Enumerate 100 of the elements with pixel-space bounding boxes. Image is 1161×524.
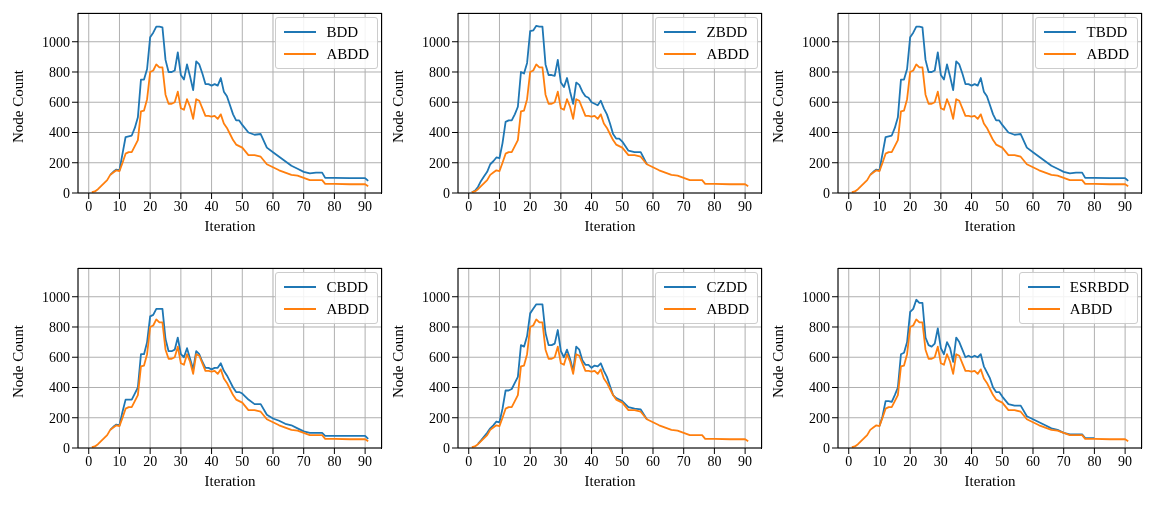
x-tick-label: 10 (872, 453, 887, 469)
x-tick-label: 20 (523, 453, 538, 469)
legend-label: ABDD (326, 300, 369, 319)
x-tick-label: 20 (523, 198, 538, 214)
x-tick-label: 60 (265, 453, 280, 469)
y-tick-label: 600 (49, 95, 70, 111)
x-tick-label: 70 (676, 453, 691, 469)
x-tick-label: 70 (1056, 198, 1071, 214)
x-axis-title: Iteration (964, 473, 1016, 489)
x-tick-label: 0 (465, 198, 473, 214)
y-tick-label: 200 (809, 155, 830, 171)
line-series (470, 318, 750, 448)
x-tick-label: 50 (235, 198, 250, 214)
x-tick-label: 10 (492, 453, 507, 469)
x-tick-label: 50 (615, 198, 630, 214)
y-axis-title: Node Count (770, 69, 787, 143)
y-tick-label: 600 (49, 350, 70, 366)
x-tick-label: 70 (1056, 453, 1071, 469)
x-tick-label: 90 (738, 198, 753, 214)
line-series (90, 318, 370, 448)
x-tick-label: 40 (964, 198, 979, 214)
x-tick-label: 40 (584, 198, 599, 214)
x-tick-label: 80 (707, 198, 722, 214)
legend-label: ABDD (706, 45, 749, 64)
x-tick-label: 20 (143, 453, 158, 469)
y-tick-label: 600 (809, 350, 830, 366)
x-axis-title: Iteration (584, 473, 636, 489)
y-tick-label: 400 (49, 125, 70, 141)
x-tick-label: 60 (645, 453, 660, 469)
y-tick-label: 1000 (422, 34, 450, 50)
y-tick-label: 1000 (802, 34, 830, 50)
x-tick-label: 60 (1025, 453, 1040, 469)
x-tick-label: 60 (1025, 198, 1040, 214)
x-tick-label: 30 (173, 198, 188, 214)
x-tick-label: 90 (738, 453, 753, 469)
y-tick-label: 600 (809, 95, 830, 111)
x-tick-label: 10 (112, 453, 127, 469)
y-tick-label: 600 (429, 95, 450, 111)
x-tick-label: 40 (584, 453, 599, 469)
y-tick-label: 0 (63, 185, 70, 201)
y-tick-label: 400 (429, 380, 450, 396)
x-axis-title: Iteration (204, 473, 256, 489)
y-tick-label: 0 (63, 440, 70, 456)
y-axis-title: Node Count (10, 69, 27, 143)
x-tick-label: 0 (465, 453, 473, 469)
y-tick-label: 400 (809, 380, 830, 396)
y-tick-label: 1000 (42, 289, 70, 305)
legend-label: ZBDD (706, 23, 748, 42)
x-tick-label: 90 (358, 198, 373, 214)
x-tick-label: 10 (872, 198, 887, 214)
y-tick-label: 1000 (422, 289, 450, 305)
y-tick-label: 200 (49, 155, 70, 171)
y-tick-label: 400 (429, 125, 450, 141)
y-tick-label: 1000 (42, 34, 70, 50)
legend-label: ESRBDD (1069, 278, 1129, 297)
x-tick-label: 40 (204, 198, 219, 214)
y-tick-label: 800 (429, 64, 450, 80)
x-tick-label: 90 (1118, 198, 1133, 214)
line-series (90, 63, 370, 193)
x-tick-label: 40 (204, 453, 219, 469)
x-tick-label: 30 (553, 453, 568, 469)
y-tick-label: 800 (429, 319, 450, 335)
x-tick-label: 30 (553, 198, 568, 214)
y-tick-label: 800 (49, 64, 70, 80)
y-tick-label: 200 (49, 410, 70, 426)
x-tick-label: 0 (85, 453, 93, 469)
y-tick-label: 400 (809, 125, 830, 141)
y-tick-label: 600 (429, 350, 450, 366)
x-tick-label: 20 (903, 198, 918, 214)
x-tick-label: 30 (933, 453, 948, 469)
y-tick-label: 200 (429, 155, 450, 171)
x-tick-label: 90 (1118, 453, 1133, 469)
y-tick-label: 1000 (802, 289, 830, 305)
x-tick-label: 0 (85, 198, 93, 214)
x-tick-label: 70 (296, 198, 311, 214)
legend-label: BDD (326, 23, 359, 42)
x-tick-label: 60 (645, 198, 660, 214)
legend-label: TBDD (1086, 23, 1128, 42)
x-axis-title: Iteration (584, 218, 636, 234)
legend-label: ABDD (706, 300, 749, 319)
y-tick-label: 0 (443, 185, 450, 201)
x-tick-label: 90 (358, 453, 373, 469)
y-tick-label: 0 (823, 185, 830, 201)
x-tick-label: 80 (327, 453, 342, 469)
line-series (109, 25, 370, 182)
y-tick-label: 800 (49, 319, 70, 335)
y-axis-title: Node Count (390, 69, 407, 143)
x-tick-label: 20 (143, 198, 158, 214)
legend-label: CZDD (706, 278, 748, 297)
y-tick-label: 200 (809, 410, 830, 426)
x-tick-label: 10 (112, 198, 127, 214)
x-axis-title: Iteration (204, 218, 256, 234)
line-series (470, 63, 750, 193)
x-tick-label: 80 (1087, 453, 1102, 469)
x-tick-label: 50 (235, 453, 250, 469)
x-tick-label: 70 (676, 198, 691, 214)
legend-label: ABDD (326, 45, 369, 64)
x-tick-label: 0 (845, 198, 853, 214)
legend-label: ABDD (1086, 45, 1129, 64)
y-tick-label: 800 (809, 319, 830, 335)
